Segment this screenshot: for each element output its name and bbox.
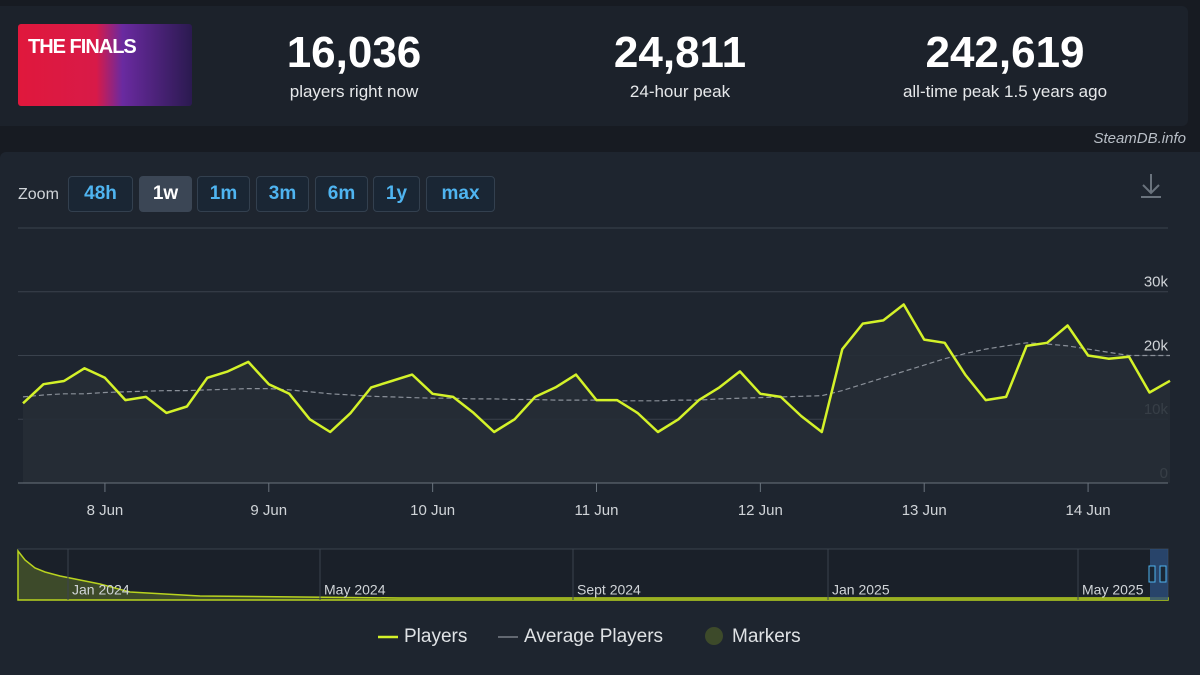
stat-value: 242,619 [925, 28, 1085, 77]
x-tick-label: 14 Jun [1066, 502, 1111, 519]
navigator-label: May 2025 [1082, 582, 1144, 598]
x-tick-label: 12 Jun [738, 502, 783, 519]
series-area [23, 304, 1170, 483]
stats-bar: THE FINALS 16,036 players right now 24,81… [0, 6, 1188, 126]
download-icon[interactable] [1141, 174, 1161, 198]
zoom-button[interactable]: 1w [139, 176, 192, 212]
stat-value: 24,811 [613, 28, 747, 77]
zoom-button[interactable]: 6m [315, 176, 368, 212]
legend-label: Average Players [524, 626, 663, 647]
game-logo[interactable]: THE FINALS [18, 24, 192, 106]
x-tick-label: 9 Jun [250, 502, 287, 519]
stat-value: 16,036 [286, 28, 422, 77]
legend-swatch [705, 627, 723, 645]
navigator-label: May 2024 [324, 582, 386, 598]
zoom-button[interactable]: 1y [373, 176, 420, 212]
stat-label: players right now [289, 82, 419, 101]
zoom-button[interactable]: max [426, 176, 495, 212]
stat: 242,619 all-time peak 1.5 years ago [875, 28, 1135, 102]
y-tick-label: 30k [1144, 274, 1169, 291]
stat: 16,036 players right now [224, 28, 484, 102]
stat: 24,811 24-hour peak [550, 28, 810, 102]
source[interactable]: SteamDB.info [1093, 130, 1186, 147]
legend-label: Markers [732, 626, 801, 647]
x-tick-label: 11 Jun [575, 502, 619, 519]
stat-label: all-time peak 1.5 years ago [902, 82, 1108, 101]
navigator-label: Sept 2024 [577, 582, 641, 598]
legend-label: Players [404, 626, 467, 647]
zoom-button[interactable]: 48h [68, 176, 133, 212]
average-line [22, 342, 1170, 402]
zoom-button[interactable]: 3m [256, 176, 309, 212]
stat-label: 24-hour peak [629, 82, 731, 101]
navigator-handle[interactable] [1148, 565, 1156, 583]
x-tick-label: 13 Jun [902, 502, 947, 519]
x-tick-label: 10 Jun [410, 502, 455, 519]
navigator-window[interactable] [1150, 549, 1168, 600]
series-line [22, 303, 1171, 434]
zoom-button[interactable]: 1m [197, 176, 250, 212]
navigator-label: Jan 2024 [72, 582, 130, 598]
y-tick-label: 20k [1144, 337, 1169, 354]
x-tick-label: 8 Jun [87, 502, 124, 519]
navigator-label: Jan 2025 [832, 582, 890, 598]
navigator-handle[interactable] [1159, 565, 1167, 583]
zoom-label: Zoom [18, 186, 59, 203]
